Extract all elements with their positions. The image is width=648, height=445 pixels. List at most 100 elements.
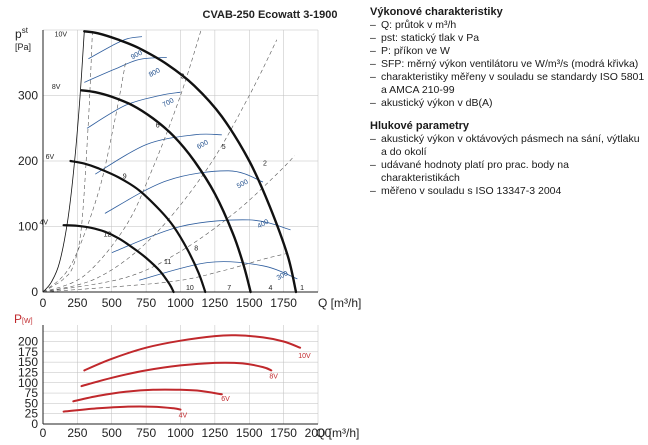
fan-curve-8V [80,89,252,294]
system-curve [42,155,295,293]
x-tick-label: 1750 [270,296,297,310]
x-tick-label: 1750 [270,426,297,440]
y-axis-unit: [Pa] [15,42,31,52]
y-tick-label: 150 [18,355,38,369]
power-y-label: P[W] [14,312,33,326]
x-tick-label: 500 [102,296,122,310]
stall-limit-curve [42,30,85,293]
x-tick-label: 0 [40,296,47,310]
power-curve-8V [80,361,273,388]
sfp-label: 700 [162,97,176,109]
curve-label: 5 [222,144,226,151]
sfp-curve-400 [111,219,291,254]
perf-item: P: příkon ve W [370,45,645,58]
y-tick-label: 125 [18,365,38,379]
noise-item: měřeno v souladu s ISO 13347-3 2004 [370,185,645,198]
curve-label: 6 [156,123,160,130]
sfp-label: 500 [236,179,250,191]
performance-list: Q: průtok v m³/h pst: statický tlak v Pa… [370,19,645,110]
curve-label: 2 [263,161,267,168]
sfp-curve-700 [86,91,181,129]
perf-item: charakteristiky měřeny v souladu se stan… [370,71,645,97]
x-tick-label: 0 [40,426,47,440]
speed-label: 8V [52,84,61,91]
y-tick-label: 25 [25,407,39,421]
sfp-label: 800 [148,67,162,79]
fan-curve-6V [69,159,207,294]
legend-panel: Výkonové charakteristiky Q: průtok v m³/… [370,6,645,208]
perf-item: Q: průtok v m³/h [370,19,645,32]
curve-label: 3 [181,73,185,80]
top-grid [42,29,319,293]
curve-label: 10 [186,285,194,292]
noise-item: akustický výkon v oktávových pásmech na … [370,133,645,159]
sfp-label: 400 [257,219,271,231]
fan-curve-4V [62,224,175,294]
performance-heading: Výkonové charakteristiky [370,6,503,18]
sfp-curve-300 [139,261,298,281]
x-axis-label-bottom: Q [m³/h] [316,426,359,440]
system-curve [42,62,126,293]
curve-label: 9 [123,174,127,181]
x-tick-label: 500 [102,426,122,440]
x-tick-label: 1250 [202,426,229,440]
power-curve-10V [83,334,302,372]
x-tick-label: 1250 [202,296,229,310]
x-tick-label: 1000 [167,296,194,310]
y-tick-label: 100 [18,376,38,390]
y-axis-label: pst [15,26,29,41]
y-tick-label: 200 [18,335,38,349]
curve-label: 4 [269,285,273,292]
bottom-ticks: 0 250 500 750 1000 1250 1500 1750 2000 0255075100… [18,335,332,441]
speed-label: 4V [39,220,48,227]
speed-label: 6V [46,154,55,161]
x-tick-label: 1500 [236,426,263,440]
curve-label: 8 [194,246,198,253]
perf-item: SFP: měrný výkon ventilátoru ve W/m³/s (… [370,58,645,71]
x-axis-label-top: Q [m³/h] [318,296,361,310]
power-curve-label: 10V [298,353,311,360]
noise-heading: Hlukové parametry [370,120,470,132]
power-curve-label: 8V [269,373,278,380]
y-tick-label: 75 [25,386,39,400]
bottom-grid [42,325,319,425]
y-tick-label: 100 [18,220,38,234]
x-tick-label: 750 [136,426,156,440]
y-tick-label: 175 [18,345,38,359]
x-tick-label: 1000 [167,426,194,440]
perf-item: akustický výkon v dB(A) [370,97,645,110]
y-tick-label: 0 [31,417,38,431]
perf-item: pst: statický tlak v Pa [370,32,645,45]
curve-label: 1 [300,285,304,292]
x-tick-label: 1500 [236,296,263,310]
curve-label: 12 [104,231,112,238]
sfp-label: 300 [276,270,290,282]
power-curve-label: 6V [221,396,230,403]
top-plot: 12345678910111290080070060050040030010V8… [39,29,304,294]
sfp-label: 600 [196,139,210,151]
y-tick-label: 50 [25,396,39,410]
y-tick-label: 0 [31,285,38,299]
curve-label: 7 [227,285,231,292]
x-tick-label: 250 [67,426,87,440]
sfp-curve-600 [95,133,222,175]
x-tick-label: 2000 [305,426,332,440]
sfp-label: 900 [130,50,144,62]
power-curve-label: 4V [179,413,188,420]
bottom-plot: 10V 8V 6V 4V [62,334,311,420]
top-ticks: 0 250 500 750 1000 1250 1500 1750 0 100 200 300 [18,89,297,311]
power-curve-6V [72,388,223,403]
curve-label: 11 [164,259,171,266]
y-tick-label: 300 [18,89,38,103]
system-curve [42,29,202,293]
noise-item: udávané hodnoty platí pro prac. body na … [370,159,645,185]
x-tick-label: 250 [67,296,87,310]
power-curve-4V [62,405,182,413]
sfp-curve-500 [104,170,264,214]
y-tick-label: 200 [18,154,38,168]
fan-curve-10V [83,30,298,294]
chart-title: CVAB-250 Ecowatt 3-1900 [203,9,338,21]
x-tick-label: 750 [136,296,156,310]
speed-label: 10V [55,32,68,39]
